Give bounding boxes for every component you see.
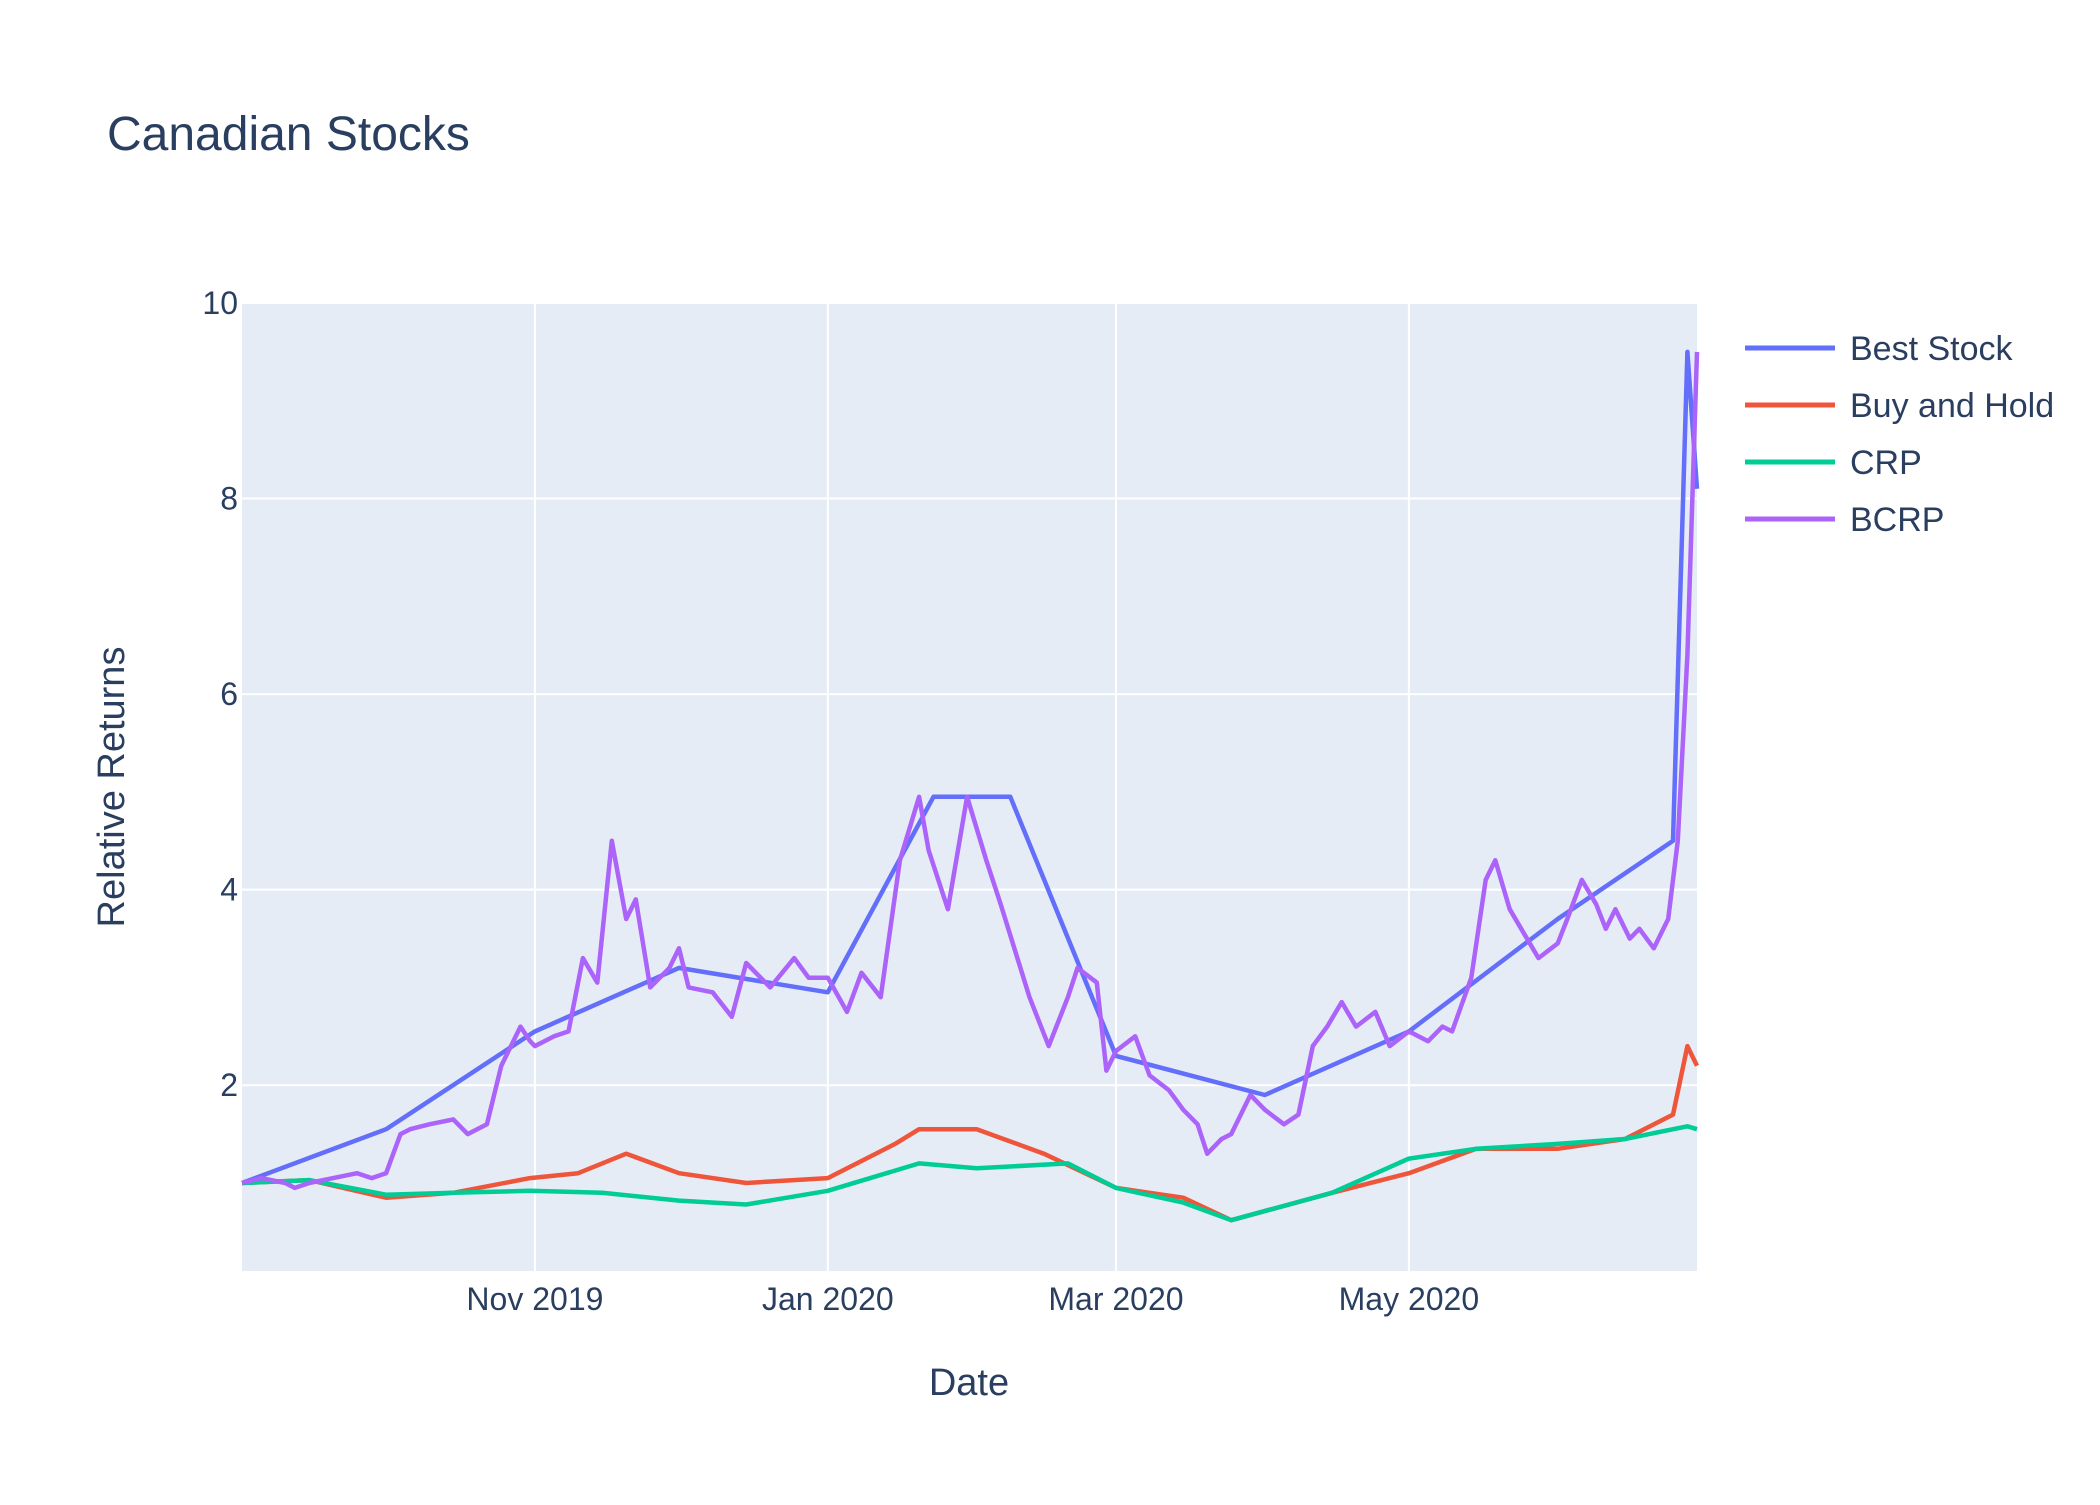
series-line-crp: [241, 1124, 1698, 1223]
x-axis-tick-labels: Nov 2019 Jan 2020 Mar 2020 May 2020: [466, 1281, 1479, 1317]
x-tick-label: Jan 2020: [762, 1281, 894, 1317]
legend-label: Buy and Hold: [1850, 387, 2054, 425]
legend-item-best-stock[interactable]: Best Stock: [1745, 330, 2014, 368]
legend-label: Best Stock: [1850, 330, 2014, 368]
x-tick-label: Mar 2020: [1048, 1281, 1183, 1317]
legend-item-bcrp[interactable]: BCRP: [1745, 501, 1944, 539]
y-tick-label: 10: [202, 285, 238, 321]
y-tick-label: 2: [220, 1067, 238, 1103]
legend-label: CRP: [1850, 444, 1922, 482]
chart-title: Canadian Stocks: [107, 108, 470, 161]
legend-item-crp[interactable]: CRP: [1745, 444, 1922, 482]
x-tick-label: May 2020: [1339, 1281, 1480, 1317]
y-tick-label: 4: [220, 872, 238, 908]
series-line-buy-and-hold: [241, 1043, 1700, 1223]
y-axis-tick-labels: 2 4 6 8 10: [202, 285, 238, 1103]
grid-lines: [242, 302, 1697, 1271]
series-lines: [241, 349, 1700, 1223]
chart-legend: Best Stock Buy and Hold CRP BCRP: [1745, 330, 2054, 539]
y-axis-label: Relative Returns: [91, 647, 133, 928]
x-tick-label: Nov 2019: [466, 1281, 603, 1317]
series-line-bcrp: [241, 351, 1700, 1191]
x-axis-label: Date: [929, 1362, 1009, 1404]
y-tick-label: 6: [220, 676, 238, 712]
legend-label: BCRP: [1850, 501, 1944, 539]
plot-area: [242, 303, 1697, 1271]
legend-item-buy-and-hold[interactable]: Buy and Hold: [1745, 387, 2054, 425]
y-tick-label: 8: [220, 481, 238, 517]
series-line-best-stock: [241, 349, 1700, 1186]
